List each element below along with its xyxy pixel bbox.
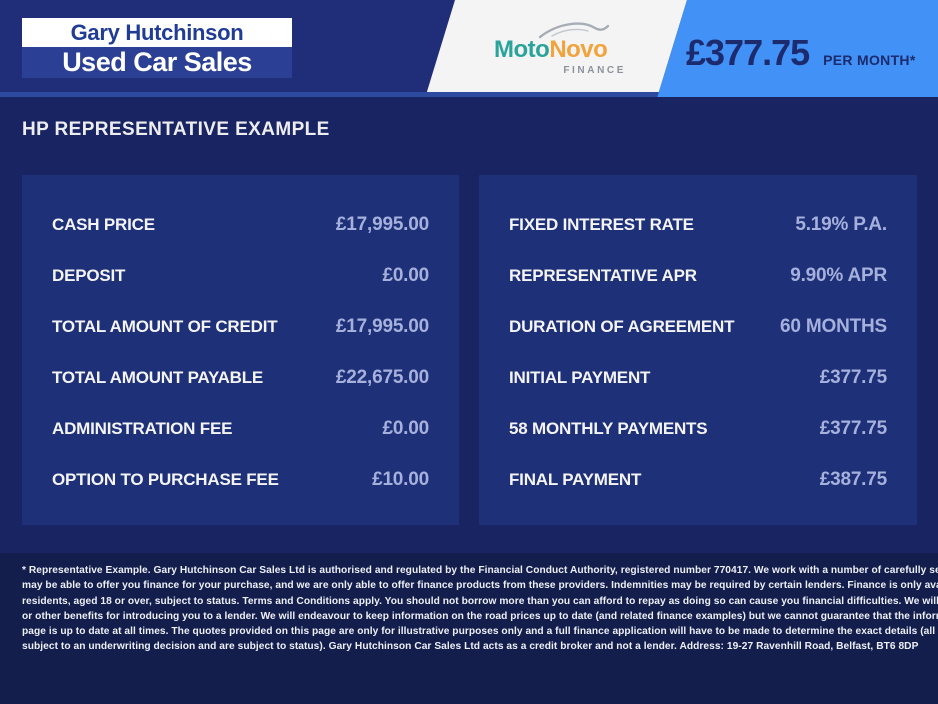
dealer-logo-line1: Gary Hutchinson (22, 18, 292, 47)
row-value: 5.19% P.A. (795, 213, 887, 235)
legal-text-line: * Representative Example. Gary Hutchinso… (22, 565, 938, 576)
finance-row: 58 MONTHLY PAYMENTS £377.75 (509, 403, 887, 454)
legal-footer: * Representative Example. Gary Hutchinso… (0, 553, 938, 704)
finance-row: DURATION OF AGREEMENT 60 MONTHS (509, 301, 887, 352)
row-value: £17,995.00 (335, 213, 429, 235)
row-label: TOTAL AMOUNT PAYABLE (52, 367, 264, 387)
legal-text-line: residents, aged 18 or over, subject to s… (22, 595, 938, 607)
motonovo-wordmark: MotoNovo (494, 36, 608, 64)
row-value: £10.00 (372, 468, 429, 490)
finance-row: OPTION TO PURCHASE FEE £10.00 (52, 454, 429, 505)
motonovo-moto: Moto (494, 36, 550, 63)
row-label: FIXED INTEREST RATE (509, 214, 694, 234)
finance-panel-right: FIXED INTEREST RATE 5.19% P.A. REPRESENT… (479, 175, 917, 525)
legal-text-line: page is up to date at all times. The quo… (22, 626, 938, 638)
row-label: ADMINISTRATION FEE (52, 418, 233, 438)
monthly-price-period: PER MONTH* (823, 52, 916, 68)
header-accent-line (0, 92, 938, 97)
finance-panel-left: CASH PRICE £17,995.00 DEPOSIT £0.00 TOTA… (22, 175, 459, 525)
legal-text-line: or other benefits for introducing you to… (22, 610, 938, 622)
row-label: 58 MONTHLY PAYMENTS (509, 418, 708, 438)
motonovo-finance-logo: MotoNovo FINANCE (494, 20, 624, 76)
finance-row: ADMINISTRATION FEE £0.00 (52, 403, 429, 454)
finance-row: CASH PRICE £17,995.00 (52, 199, 429, 250)
dealer-logo: Gary Hutchinson Used Car Sales (22, 18, 292, 78)
main-section: HP REPRESENTATIVE EXAMPLE CASH PRICE £17… (0, 97, 938, 553)
row-label: DEPOSIT (52, 265, 126, 285)
finance-row: FIXED INTEREST RATE 5.19% P.A. (509, 199, 887, 250)
row-value: £377.75 (819, 417, 887, 439)
row-value: 60 MONTHS (780, 315, 887, 337)
motonovo-novo: Novo (549, 36, 608, 63)
legal-text-line: subject to an underwriting decision and … (22, 641, 919, 653)
dealer-logo-line2: Used Car Sales (22, 47, 292, 78)
row-label: DURATION OF AGREEMENT (509, 316, 735, 336)
row-value: £0.00 (382, 264, 429, 286)
finance-row: TOTAL AMOUNT PAYABLE £22,675.00 (52, 352, 429, 403)
row-label: INITIAL PAYMENT (509, 367, 651, 387)
finance-row: DEPOSIT £0.00 (52, 250, 429, 301)
row-value: £0.00 (382, 417, 429, 439)
row-value: 9.90% APR (790, 264, 887, 286)
row-value: £17,995.00 (335, 315, 429, 337)
row-value: £377.75 (819, 366, 887, 388)
legal-text-line: may be able to offer you finance for you… (22, 580, 938, 592)
finance-row: INITIAL PAYMENT £377.75 (509, 352, 887, 403)
finance-row: TOTAL AMOUNT OF CREDIT £17,995.00 (52, 301, 429, 352)
finance-row: REPRESENTATIVE APR 9.90% APR (509, 250, 887, 301)
row-value: £387.75 (819, 468, 887, 490)
row-label: TOTAL AMOUNT OF CREDIT (52, 316, 278, 336)
monthly-price-amount: £377.75 (686, 32, 810, 73)
row-label: FINAL PAYMENT (509, 469, 642, 489)
motonovo-finance-label: FINANCE (563, 65, 626, 76)
row-value: £22,675.00 (335, 366, 429, 388)
row-label: REPRESENTATIVE APR (509, 265, 697, 285)
page-title: HP REPRESENTATIVE EXAMPLE (22, 119, 330, 140)
monthly-price-banner: £377.75 PER MONTH* (686, 32, 916, 74)
car-swoosh-icon (538, 20, 610, 45)
row-label: OPTION TO PURCHASE FEE (52, 469, 279, 489)
finance-row: FINAL PAYMENT £387.75 (509, 454, 887, 505)
row-label: CASH PRICE (52, 214, 155, 234)
header-bar: Gary Hutchinson Used Car Sales MotoNovo … (0, 0, 938, 97)
